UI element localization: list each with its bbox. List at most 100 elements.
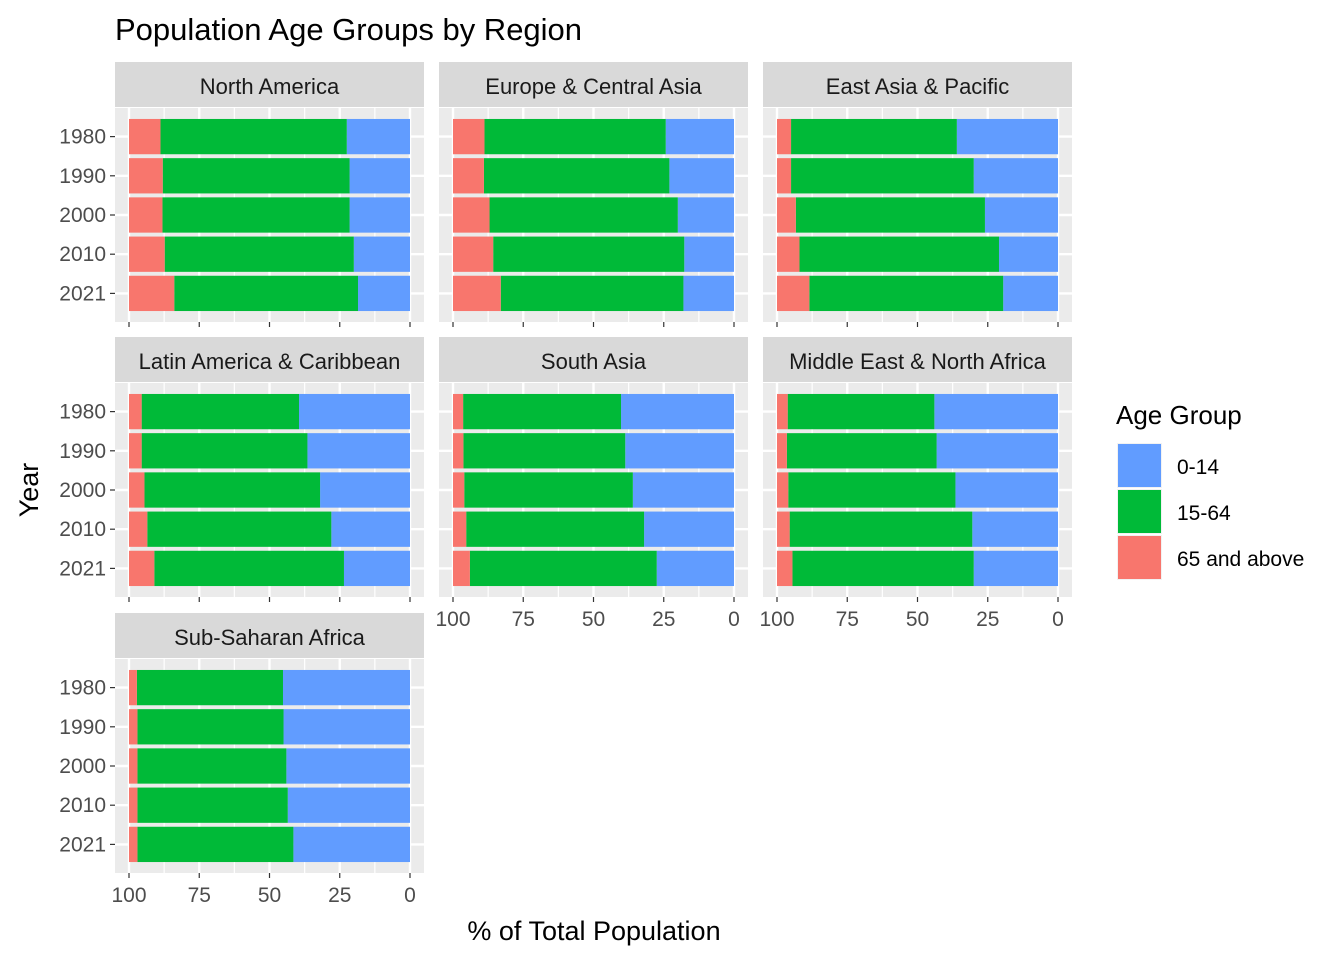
bar-sub-saharan-africa-1990-15-64 [137, 709, 284, 745]
x-tick-label: 100 [435, 608, 470, 631]
panel-strip-label: Middle East & North Africa [789, 349, 1047, 374]
bar-north-america-1990-0-14 [349, 158, 410, 194]
y-tick-label: 2010 [59, 243, 106, 266]
bar-middle-east-and-north-africa-2010-65-and-above [777, 511, 790, 547]
bar-europe-and-central-asia-1980-65-and-above [453, 118, 485, 155]
bar-south-asia-1980-15-64 [463, 393, 622, 430]
bar-east-asia-and-pacific-1990-15-64 [791, 158, 974, 194]
y-tick-label: 2000 [59, 204, 106, 227]
bar-south-asia-1980-65-and-above [453, 393, 464, 430]
bar-latin-america-and-caribbean-2000-15-64 [144, 472, 321, 508]
legend-swatch-15-64 [1118, 490, 1161, 533]
x-tick-label: 0 [728, 608, 740, 631]
bar-europe-and-central-asia-1990-15-64 [483, 158, 670, 194]
bar-middle-east-and-north-africa-2010-0-14 [972, 511, 1058, 547]
panel-strip [763, 337, 1072, 382]
bar-north-america-2000-15-64 [162, 197, 350, 233]
bar-south-asia-1980-0-14 [621, 393, 734, 430]
legend-label: 0-14 [1177, 456, 1219, 479]
bar-sub-saharan-africa-1990-65-and-above [129, 709, 138, 745]
bar-europe-and-central-asia-2010-0-14 [684, 236, 734, 272]
panel-strip-label: Europe & Central Asia [485, 74, 702, 99]
panel-east-asia-and-pacific: East Asia & Pacific [763, 62, 1072, 327]
bar-south-asia-2010-65-and-above [453, 511, 467, 547]
bar-sub-saharan-africa-2021-15-64 [137, 826, 294, 863]
panel-strip-label: Latin America & Caribbean [139, 349, 401, 374]
bar-north-america-2000-65-and-above [129, 197, 163, 233]
bar-north-america-1980-0-14 [346, 118, 410, 155]
bar-east-asia-and-pacific-2021-15-64 [809, 275, 1004, 312]
bar-latin-america-and-caribbean-1980-0-14 [299, 393, 410, 430]
bar-europe-and-central-asia-2000-65-and-above [453, 197, 490, 233]
y-tick-label: 1980 [59, 126, 106, 149]
legend-label: 15-64 [1177, 502, 1231, 525]
bar-north-america-1990-15-64 [162, 158, 350, 194]
panel-latin-america-and-caribbean: Latin America & Caribbean 1980 1990 2000 201… [59, 337, 424, 602]
x-tick-label: 100 [759, 608, 794, 631]
bar-south-asia-1990-15-64 [463, 433, 626, 469]
bar-latin-america-and-caribbean-1980-15-64 [141, 393, 300, 430]
bar-middle-east-and-north-africa-2021-65-and-above [777, 550, 793, 587]
bar-latin-america-and-caribbean-1990-15-64 [141, 433, 308, 469]
bar-latin-america-and-caribbean-2000-65-and-above [129, 472, 145, 508]
y-tick-label: 2021 [59, 833, 106, 856]
bar-middle-east-and-north-africa-2000-0-14 [955, 472, 1058, 508]
chart-title: Population Age Groups by Region [115, 12, 582, 47]
bar-east-asia-and-pacific-2021-0-14 [1003, 275, 1058, 312]
bar-latin-america-and-caribbean-1990-0-14 [307, 433, 410, 469]
bar-europe-and-central-asia-2021-15-64 [500, 275, 684, 312]
bar-europe-and-central-asia-1990-65-and-above [453, 158, 484, 194]
y-axis-label: Year [14, 463, 44, 518]
bar-middle-east-and-north-africa-2000-15-64 [788, 472, 956, 508]
bar-north-america-2021-0-14 [358, 275, 410, 312]
panel-strip-label: Sub-Saharan Africa [174, 625, 366, 650]
bar-middle-east-and-north-africa-2010-15-64 [789, 511, 973, 547]
bar-north-america-1980-65-and-above [129, 118, 161, 155]
bar-sub-saharan-africa-1990-0-14 [283, 709, 410, 745]
bar-north-america-1990-65-and-above [129, 158, 163, 194]
bar-middle-east-and-north-africa-1980-0-14 [934, 393, 1058, 430]
bar-middle-east-and-north-africa-2000-65-and-above [777, 472, 789, 508]
y-tick-label: 1990 [59, 716, 106, 739]
bar-east-asia-and-pacific-2021-65-and-above [777, 275, 810, 312]
bar-north-america-2010-15-64 [164, 236, 354, 272]
bar-east-asia-and-pacific-2000-0-14 [984, 197, 1058, 233]
panel-strip [115, 62, 424, 107]
bar-sub-saharan-africa-2000-0-14 [286, 748, 410, 784]
bar-middle-east-and-north-africa-1990-0-14 [936, 433, 1058, 469]
bar-east-asia-and-pacific-1990-65-and-above [777, 158, 792, 194]
x-tick-label: 100 [111, 884, 146, 907]
bar-europe-and-central-asia-2000-15-64 [489, 197, 678, 233]
bar-middle-east-and-north-africa-1990-15-64 [786, 433, 937, 469]
panel-strip [115, 337, 424, 382]
bar-east-asia-and-pacific-1980-15-64 [791, 118, 957, 155]
bar-south-asia-2021-15-64 [469, 550, 657, 587]
bar-latin-america-and-caribbean-2021-65-and-above [129, 550, 155, 587]
panel-middle-east-and-north-africa: Middle East & North Africa 100 75 50 25 0 [759, 337, 1072, 631]
bar-europe-and-central-asia-1980-0-14 [665, 118, 734, 155]
panel-strip-label: East Asia & Pacific [826, 74, 1009, 99]
y-tick-label: 2010 [59, 518, 106, 541]
panel-strip [439, 337, 748, 382]
bar-middle-east-and-north-africa-2021-15-64 [792, 550, 974, 587]
bar-sub-saharan-africa-1980-15-64 [136, 669, 283, 706]
x-axis-label: % of Total Population [467, 916, 720, 946]
panel-strip [115, 613, 424, 658]
y-tick-label: 2010 [59, 794, 106, 817]
bar-latin-america-and-caribbean-2010-65-and-above [129, 511, 148, 547]
legend-label: 65 and above [1177, 548, 1304, 571]
panel-strip-label: South Asia [541, 349, 647, 374]
panel-strip-label: North America [200, 74, 340, 99]
x-tick-label: 25 [976, 608, 999, 631]
bar-east-asia-and-pacific-1980-0-14 [956, 118, 1058, 155]
legend-title: Age Group [1116, 400, 1242, 430]
y-tick-label: 2000 [59, 755, 106, 778]
bar-europe-and-central-asia-1980-15-64 [484, 118, 666, 155]
x-tick-label: 0 [404, 884, 416, 907]
bar-sub-saharan-africa-2010-65-and-above [129, 787, 138, 823]
bar-east-asia-and-pacific-1990-0-14 [973, 158, 1058, 194]
x-tick-label: 50 [906, 608, 929, 631]
y-tick-label: 1980 [59, 677, 106, 700]
x-tick-label: 50 [258, 884, 281, 907]
